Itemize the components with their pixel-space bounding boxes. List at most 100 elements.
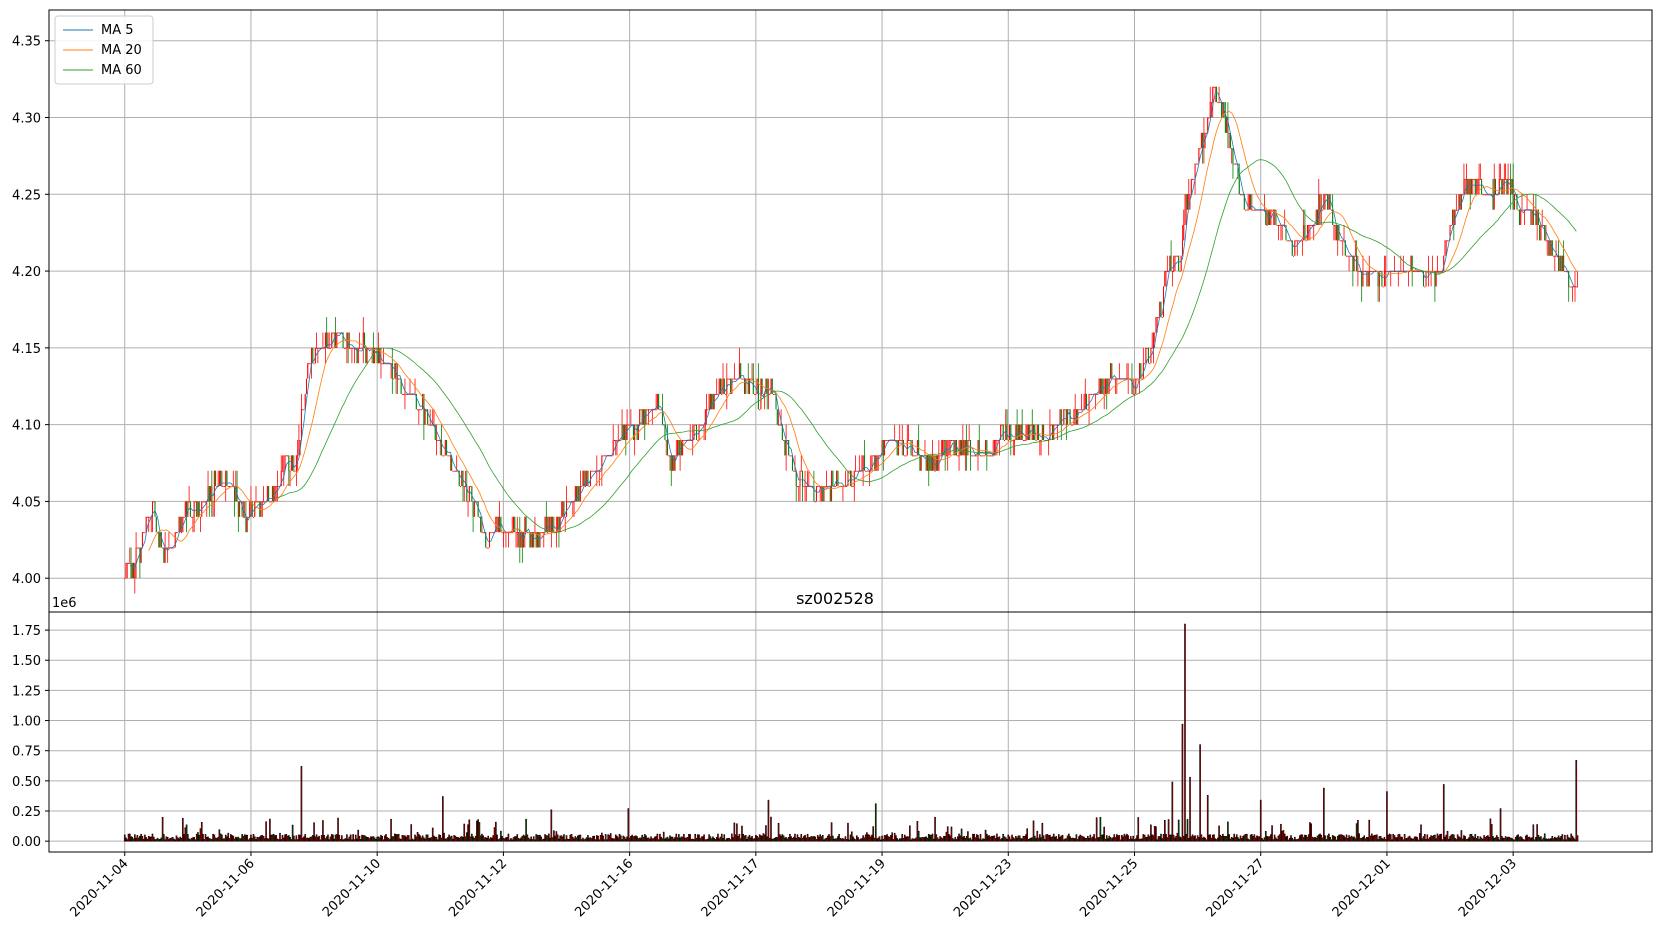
volume-tick-label: 0.25 [12,805,41,820]
candle-body [1145,347,1147,364]
candle-body [394,363,396,379]
volume-bar [849,834,852,842]
volume-bar [684,837,686,842]
candle-body [723,378,725,394]
candle-body [611,455,613,457]
candle-body [1237,163,1239,179]
candle-body [1240,194,1242,196]
volume-bar [1484,836,1487,842]
volume-bar [996,833,998,842]
candle-body [905,455,907,457]
volume-bar [1466,838,1469,842]
candle-body [689,440,691,441]
candle-body [1017,424,1019,440]
candle-body [747,378,749,394]
candle-body [1390,271,1392,273]
candle-body [1141,378,1143,380]
candle-body [1358,271,1360,273]
candle-body [173,547,175,549]
volume-bar [790,836,792,842]
candle-body [362,332,364,348]
volume-bar [758,834,761,842]
candle-body [882,440,884,456]
volume-bar [1527,836,1530,842]
candle-body [1065,409,1067,425]
price-tick-label: 4.20 [12,265,41,280]
candle-body [1256,209,1258,211]
volume-bar [534,839,536,842]
volume-bar [742,833,745,842]
volume-bar [1190,836,1193,842]
volume-bar [1373,834,1376,842]
candle-body [843,486,845,488]
candle-body [304,393,306,410]
candle-body [1036,424,1038,440]
candle-body [148,516,150,518]
candle-body [798,486,800,488]
volume-bar [689,834,692,842]
volume-bar [703,834,705,842]
candle-body [1010,424,1012,440]
candle-body [234,486,236,502]
candle-body [472,501,474,517]
candle-body [1183,225,1185,241]
candle-body [1176,255,1178,257]
volume-bar [512,837,515,842]
candle-body [222,486,224,488]
volume-bar [765,825,767,842]
volume-bar [587,835,589,842]
volume-bar [1229,838,1232,842]
candle-body [155,516,157,533]
candle-body [719,378,721,394]
volume-bar [1195,838,1198,842]
volume-bar [569,834,572,842]
candle-body [1405,271,1407,273]
volume-bar [1437,835,1440,842]
candle-body [525,516,527,533]
volume-bar [565,835,568,842]
candle-body [1193,178,1195,180]
volume-bar [916,821,919,842]
candle-body [1149,363,1151,365]
candle-body [158,532,160,548]
volume-bar [1316,835,1319,842]
ma5-line [129,92,1577,570]
volume-bar [915,837,917,842]
volume-bar [618,833,621,842]
candle-body [1323,194,1325,210]
volume-bar [964,837,967,842]
candle-body [244,516,246,518]
candle-body [929,455,931,471]
candle-body [1260,209,1262,211]
volume-bar [723,834,726,842]
candle-body [1577,286,1579,288]
volume-bar [1296,839,1299,842]
volume-bar [622,835,625,842]
candle-body [735,378,737,380]
volume-bar [402,835,405,842]
candle-body [1565,271,1567,273]
volume-bar [599,835,602,842]
volume-bar [821,835,824,842]
candle-body [1535,209,1537,225]
candle-body [448,455,450,457]
volume-bar [1210,837,1213,842]
candle-body [1079,409,1081,411]
candle-body [1159,301,1161,318]
volume-bar [1489,818,1492,842]
volume-bar [1223,835,1225,842]
volume-bar [325,836,328,842]
candle-body [928,455,930,471]
volume-bar [1426,834,1429,842]
volume-bar [1055,836,1058,842]
volume-bar [813,836,815,842]
volume-bar [1487,835,1489,842]
volume-bar [979,834,982,842]
candle-body [208,486,210,502]
volume-bar [1499,808,1502,842]
candle-body [1315,209,1317,225]
volume-bar [476,820,478,842]
candle-body [481,532,483,534]
candle-body [211,486,213,502]
volume-bar [944,836,946,842]
